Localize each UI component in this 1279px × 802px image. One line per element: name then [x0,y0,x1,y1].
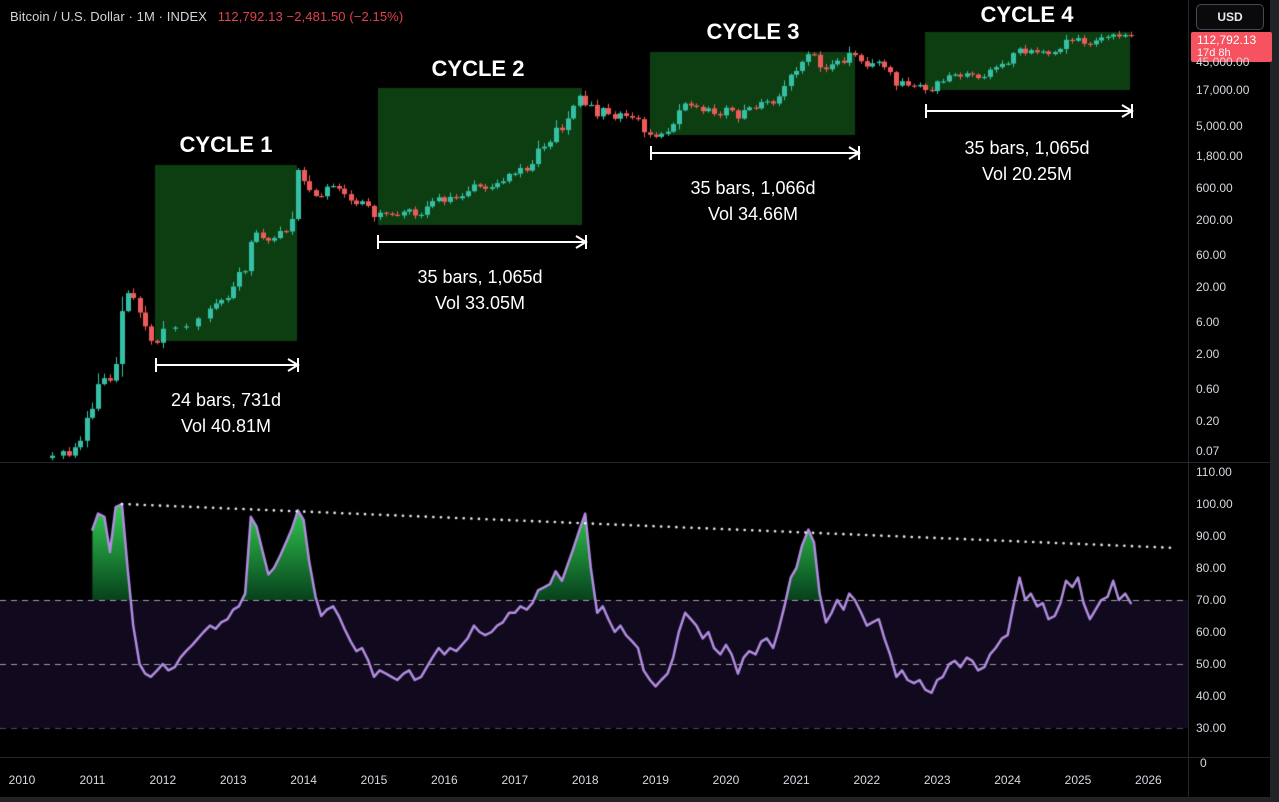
rsi-axis-label: 100.00 [1196,497,1233,511]
price-axis-label: 45,000.00 [1196,55,1250,69]
price-axis-label: 60.00 [1196,247,1227,262]
symbol-legend[interactable]: Bitcoin / U.S. Dollar · 1M · INDEX 112,7… [10,9,403,24]
last-price-badge: 112,792.13 17d 8h [1191,32,1272,62]
cycle-bars-text: 35 bars, 1,066d [690,178,816,198]
rsi-axis-label: 90.00 [1196,529,1227,543]
price-axis-label: 2.00 [1196,346,1220,361]
rsi-axis-label: 80.00 [1196,561,1227,575]
year-label: 2013 [219,773,247,787]
price-axis-label: 1,800.00 [1196,148,1243,163]
year-label: 2018 [571,773,599,787]
measurement-arrow[interactable] [153,354,301,376]
measurement-arrow[interactable] [923,100,1135,122]
rsi-axis-label: 40.00 [1196,689,1227,703]
currency-toggle-button[interactable]: USD [1196,4,1264,30]
cycle-volume-text: Vol 33.05M [434,293,526,313]
rsi-axis-label: 70.00 [1196,593,1227,607]
window-right-edge [1270,0,1279,802]
cycle-volume-text: Vol 40.81M [180,416,272,436]
window-bottom-edge [0,797,1279,802]
measurement-arrow[interactable] [648,142,862,164]
year-label: 2025 [1064,773,1092,787]
rsi-axis-label: 60.00 [1196,625,1227,639]
year-label: 2012 [149,773,177,787]
cycle-measurement-text[interactable]: 24 bars, 731d Vol 40.81M [171,387,281,439]
price-scale[interactable]: USD 112,792.13 17d 8h 45,000.00 17,000.00… [1188,0,1272,802]
cycle-measurement-text[interactable]: 35 bars, 1,065d Vol 20.25M [964,135,1089,187]
rsi-axis-label: 30.00 [1196,721,1227,735]
cycle-box[interactable] [650,52,855,135]
year-label: 2016 [431,773,458,787]
price-axis-label: 6.00 [1196,314,1220,329]
cycle-label[interactable]: CYCLE 3 [706,19,800,44]
price-axis-label: 5,000.00 [1196,118,1243,133]
year-label: 2021 [783,773,810,787]
cycle-box[interactable] [155,165,297,341]
cycle-label[interactable]: CYCLE 4 [980,2,1074,27]
year-label: 2019 [642,773,669,787]
cycle-measurement-text[interactable]: 35 bars, 1,065d Vol 33.05M [417,264,542,316]
rsi-pane-canvas[interactable] [0,462,1188,757]
price-axis-label: 200.00 [1196,212,1233,227]
price-axis-label: 0.60 [1196,381,1220,396]
measurement-arrow[interactable] [375,231,589,253]
price-pane-canvas[interactable] [0,0,1188,462]
rsi-zero-label: 0 [1200,756,1207,770]
rsi-axis-label: 50.00 [1196,657,1227,671]
symbol-title: Bitcoin / U.S. Dollar · 1M · INDEX [10,9,207,24]
year-label: 2023 [923,773,951,787]
cycle-measurement-text[interactable]: 35 bars, 1,066d Vol 34.66M [690,175,815,227]
last-price-value: 112,792.13 [1197,33,1257,47]
year-label: 2015 [360,773,388,787]
cycle-bars-text: 35 bars, 1,065d [964,138,1090,158]
year-label: 2011 [79,773,106,787]
rsi-axis-label: 110.00 [1196,465,1232,479]
year-label: 2014 [290,773,317,787]
cycle-bars-text: 35 bars, 1,065d [417,267,543,287]
cycle-box[interactable] [378,88,582,225]
cycle-volume-text: Vol 34.66M [707,204,799,224]
price-axis-label: 0.20 [1196,413,1220,428]
cycle-box[interactable] [925,32,1130,90]
price-scale-border [1188,0,1189,797]
price-axis-label: 20.00 [1196,279,1227,294]
bar-countdown: 17d 8h [1197,47,1231,59]
year-label: 2010 [8,773,36,787]
year-label: 2026 [1135,773,1162,787]
price-axis-label: 600.00 [1196,180,1233,195]
cycle-volume-text: Vol 20.25M [981,164,1073,184]
price-axis-label: 0.07 [1196,444,1220,459]
symbol-price-change: 112,792.13 −2,481.50 (−2.15%) [217,9,404,24]
cycle-label[interactable]: CYCLE 1 [179,132,273,157]
year-label: 2024 [994,773,1021,787]
cycle-label[interactable]: CYCLE 2 [431,56,525,81]
year-label: 2017 [501,773,529,787]
year-label: 2020 [712,773,740,787]
cycle-bars-text: 24 bars, 731d [170,390,282,410]
pane-divider[interactable] [0,462,1270,463]
price-axis-label: 17,000.00 [1196,83,1250,98]
time-scale-border [0,757,1270,758]
year-label: 2022 [853,773,881,787]
